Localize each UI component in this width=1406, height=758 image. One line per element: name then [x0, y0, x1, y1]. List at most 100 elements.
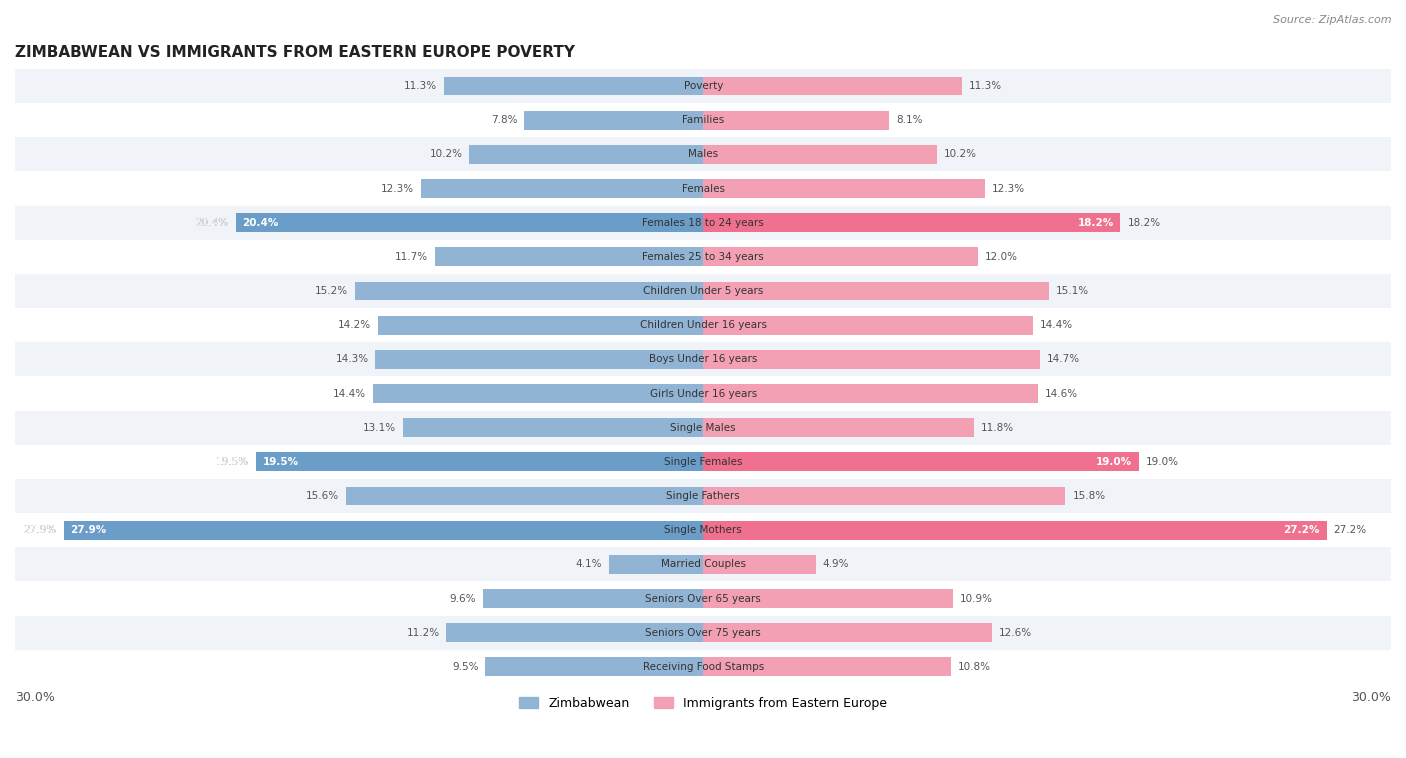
- Text: 27.9%: 27.9%: [70, 525, 107, 535]
- Text: 18.2%: 18.2%: [1128, 218, 1160, 227]
- Bar: [444, 77, 703, 96]
- Text: 12.3%: 12.3%: [381, 183, 415, 193]
- Bar: [375, 350, 703, 368]
- Bar: [524, 111, 703, 130]
- Text: 27.2%: 27.2%: [1334, 525, 1367, 535]
- Text: 20.4%: 20.4%: [195, 218, 229, 227]
- Text: 15.1%: 15.1%: [1056, 286, 1090, 296]
- Bar: [15, 309, 1391, 343]
- Text: 14.4%: 14.4%: [1040, 320, 1073, 330]
- Text: Children Under 5 years: Children Under 5 years: [643, 286, 763, 296]
- Text: Females: Females: [682, 183, 724, 193]
- Text: 11.3%: 11.3%: [969, 81, 1002, 91]
- Bar: [703, 657, 950, 676]
- Bar: [703, 111, 889, 130]
- Text: 14.7%: 14.7%: [1047, 355, 1080, 365]
- Text: 20.4%: 20.4%: [195, 218, 229, 227]
- Bar: [15, 274, 1391, 309]
- Text: 11.3%: 11.3%: [404, 81, 437, 91]
- Bar: [703, 555, 815, 574]
- Bar: [485, 657, 703, 676]
- Bar: [703, 453, 1139, 471]
- Text: 10.8%: 10.8%: [957, 662, 991, 672]
- Text: 19.0%: 19.0%: [1146, 457, 1178, 467]
- Text: 9.6%: 9.6%: [450, 594, 477, 603]
- Text: Single Males: Single Males: [671, 423, 735, 433]
- Text: Single Mothers: Single Mothers: [665, 525, 742, 535]
- Text: 27.9%: 27.9%: [24, 525, 56, 535]
- Bar: [470, 145, 703, 164]
- Text: ZIMBABWEAN VS IMMIGRANTS FROM EASTERN EUROPE POVERTY: ZIMBABWEAN VS IMMIGRANTS FROM EASTERN EU…: [15, 45, 575, 60]
- Bar: [703, 179, 986, 198]
- Text: Families: Families: [682, 115, 724, 125]
- Bar: [15, 581, 1391, 615]
- Text: 19.0%: 19.0%: [1095, 457, 1132, 467]
- Text: Females 18 to 24 years: Females 18 to 24 years: [643, 218, 763, 227]
- Bar: [404, 418, 703, 437]
- Text: 27.9%: 27.9%: [24, 525, 56, 535]
- Text: 14.2%: 14.2%: [337, 320, 371, 330]
- Text: Receiving Food Stamps: Receiving Food Stamps: [643, 662, 763, 672]
- Bar: [703, 350, 1040, 368]
- Bar: [422, 179, 703, 198]
- Bar: [15, 343, 1391, 377]
- Text: Children Under 16 years: Children Under 16 years: [640, 320, 766, 330]
- Bar: [703, 487, 1066, 506]
- Bar: [378, 316, 703, 334]
- Text: Single Fathers: Single Fathers: [666, 491, 740, 501]
- Text: 14.3%: 14.3%: [336, 355, 368, 365]
- Bar: [703, 282, 1049, 300]
- Text: Married Couples: Married Couples: [661, 559, 745, 569]
- Bar: [354, 282, 703, 300]
- Bar: [236, 213, 703, 232]
- Text: 11.8%: 11.8%: [980, 423, 1014, 433]
- Text: 13.1%: 13.1%: [363, 423, 396, 433]
- Text: 10.2%: 10.2%: [429, 149, 463, 159]
- Bar: [63, 521, 703, 540]
- Text: Single Females: Single Females: [664, 457, 742, 467]
- Bar: [609, 555, 703, 574]
- Text: 4.9%: 4.9%: [823, 559, 849, 569]
- Text: 20.4%: 20.4%: [242, 218, 278, 227]
- Bar: [15, 615, 1391, 650]
- Bar: [447, 623, 703, 642]
- Text: 14.4%: 14.4%: [333, 389, 366, 399]
- Bar: [15, 377, 1391, 411]
- Bar: [15, 103, 1391, 137]
- Bar: [15, 69, 1391, 103]
- Text: 27.2%: 27.2%: [1284, 525, 1320, 535]
- Bar: [703, 418, 974, 437]
- Text: 7.8%: 7.8%: [491, 115, 517, 125]
- Bar: [15, 547, 1391, 581]
- Bar: [15, 171, 1391, 205]
- Text: 12.6%: 12.6%: [1000, 628, 1032, 637]
- Text: 19.5%: 19.5%: [217, 457, 249, 467]
- Text: 10.2%: 10.2%: [943, 149, 977, 159]
- Text: Seniors Over 75 years: Seniors Over 75 years: [645, 628, 761, 637]
- Text: 10.9%: 10.9%: [960, 594, 993, 603]
- Bar: [15, 445, 1391, 479]
- Bar: [703, 384, 1038, 403]
- Text: 9.5%: 9.5%: [453, 662, 478, 672]
- Text: 15.8%: 15.8%: [1073, 491, 1105, 501]
- Bar: [15, 205, 1391, 240]
- Bar: [703, 213, 1121, 232]
- Bar: [703, 521, 1327, 540]
- Bar: [15, 479, 1391, 513]
- Bar: [256, 453, 703, 471]
- Text: Seniors Over 65 years: Seniors Over 65 years: [645, 594, 761, 603]
- Bar: [703, 77, 962, 96]
- Text: 30.0%: 30.0%: [1351, 691, 1391, 703]
- Bar: [434, 248, 703, 266]
- Text: 11.7%: 11.7%: [395, 252, 427, 262]
- Text: 8.1%: 8.1%: [896, 115, 922, 125]
- Bar: [703, 248, 979, 266]
- Bar: [15, 240, 1391, 274]
- Bar: [15, 137, 1391, 171]
- Bar: [703, 623, 993, 642]
- Text: 15.2%: 15.2%: [315, 286, 347, 296]
- Text: Boys Under 16 years: Boys Under 16 years: [650, 355, 758, 365]
- Text: 19.5%: 19.5%: [217, 457, 249, 467]
- Text: 19.5%: 19.5%: [263, 457, 299, 467]
- Text: 11.2%: 11.2%: [406, 628, 440, 637]
